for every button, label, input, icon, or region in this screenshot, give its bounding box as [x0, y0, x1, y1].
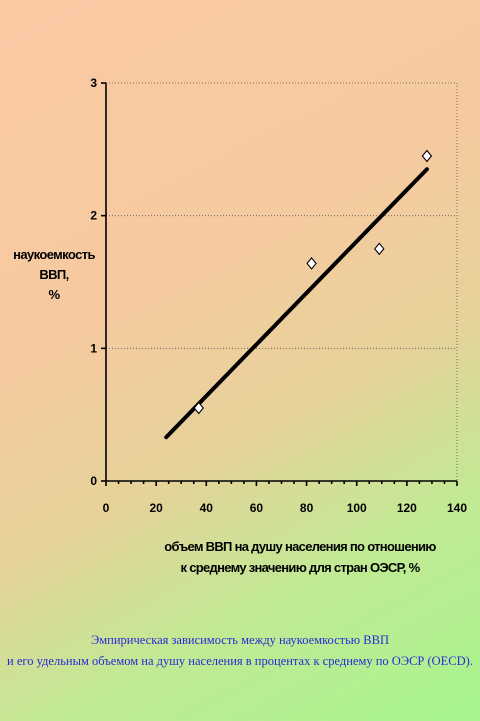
x-tick-label: 140	[447, 501, 467, 515]
data-point	[374, 242, 385, 256]
y-tick-label: 2	[90, 209, 97, 223]
plot-frame	[106, 82, 458, 481]
y-axis-label: наукоемкость ВВП, %	[8, 245, 100, 305]
y-axis-label-line: наукоемкость	[13, 247, 95, 262]
data-point	[193, 401, 204, 415]
axes	[101, 82, 458, 486]
figure-caption: Эмпирическая зависимость между наукоемко…	[0, 630, 480, 671]
caption-line-1: Эмпирическая зависимость между наукоемко…	[91, 633, 389, 647]
x-tick-label: 20	[149, 501, 163, 515]
trendline-group	[164, 167, 429, 440]
y-axis-label-line: ВВП,	[39, 267, 69, 283]
x-axis-label-line: к среднему значению для стран ОЭСР, %	[180, 559, 421, 575]
x-tick-label: 100	[347, 501, 367, 515]
x-tick-label: 60	[250, 501, 264, 515]
x-axis-label-line: объем ВВП на душу населения по отношению	[164, 539, 436, 554]
y-axis-label-line: %	[48, 287, 61, 303]
y-tick-label: 1	[90, 341, 97, 355]
data-points	[193, 149, 433, 415]
tick-labels: 0 1 2 3 0 20 40 60 80 100 120 140	[90, 76, 467, 515]
x-tick-label: 40	[200, 501, 214, 515]
y-tick-label: 0	[90, 474, 97, 488]
y-tick-label: 3	[90, 76, 97, 90]
caption-line-2: и его удельным объемом на душу населения…	[7, 653, 473, 668]
x-tick-label: 120	[397, 501, 417, 515]
x-tick-label: 0	[103, 501, 110, 515]
x-tick-label: 80	[300, 501, 314, 515]
gridlines	[106, 82, 458, 481]
data-point	[306, 257, 317, 270]
data-point	[421, 149, 433, 163]
trendline	[164, 167, 429, 440]
x-axis-label: объем ВВП на душу населения по отношению…	[150, 537, 450, 579]
